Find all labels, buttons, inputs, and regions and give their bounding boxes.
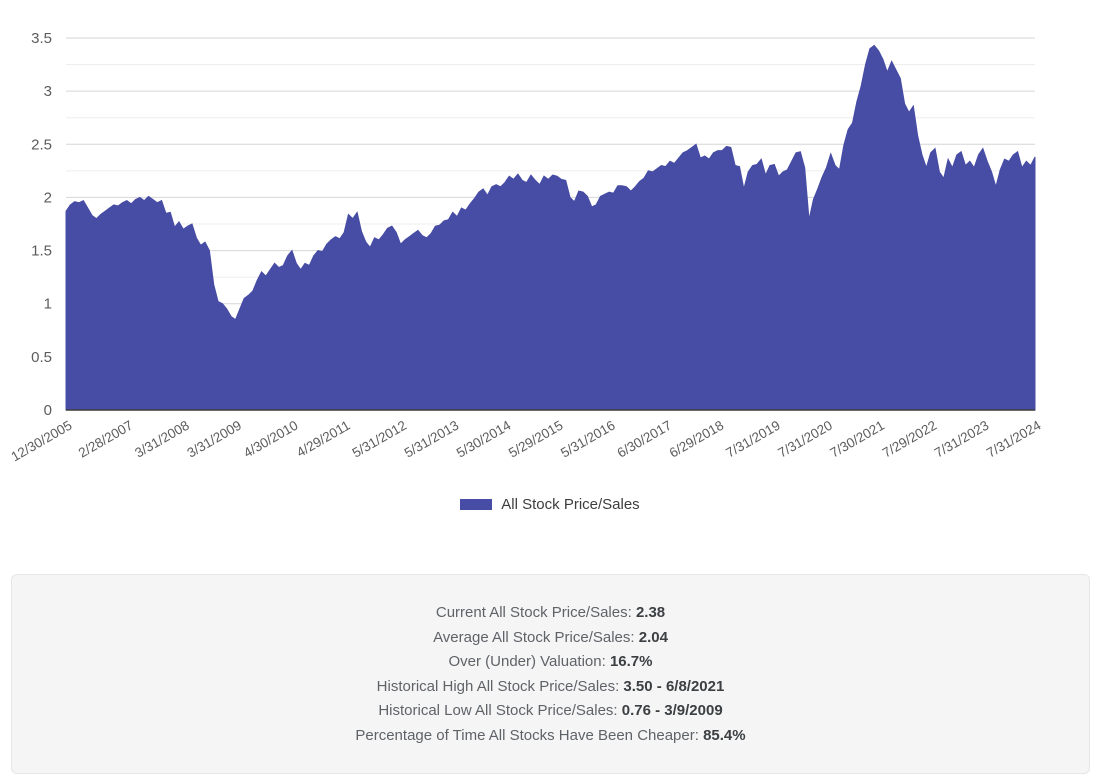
x-axis-label: 3/31/2009 bbox=[184, 418, 244, 461]
x-axis-label: 12/30/2005 bbox=[8, 418, 74, 465]
y-axis-label: 2 bbox=[44, 189, 52, 206]
x-axis-label: 3/31/2008 bbox=[132, 418, 192, 461]
y-axis-label: 0.5 bbox=[31, 349, 52, 366]
y-axis-label: 1.5 bbox=[31, 243, 52, 260]
y-axis-label: 3 bbox=[44, 83, 52, 100]
stat-row: Historical High All Stock Price/Sales: 3… bbox=[32, 675, 1069, 700]
stat-value: 0.76 - 3/9/2009 bbox=[621, 702, 723, 719]
stat-value: 2.38 bbox=[635, 604, 666, 621]
stat-label: Over (Under) Valuation: bbox=[448, 653, 610, 670]
stat-label: Current All Stock Price/Sales: bbox=[435, 604, 636, 621]
x-axis-label: 6/30/2017 bbox=[615, 418, 675, 461]
y-axis-label: 1 bbox=[44, 296, 52, 313]
x-axis-label: 4/30/2010 bbox=[241, 418, 301, 461]
x-axis-label: 5/29/2015 bbox=[506, 418, 566, 461]
stat-row: Current All Stock Price/Sales: 2.38 bbox=[32, 601, 1069, 626]
x-axis-label: 5/31/2013 bbox=[402, 418, 462, 461]
x-axis-label: 7/31/2020 bbox=[775, 418, 835, 461]
x-axis-label: 7/29/2022 bbox=[880, 418, 940, 461]
y-axis-label: 2.5 bbox=[31, 136, 52, 153]
price-sales-area-series[interactable] bbox=[65, 44, 1036, 411]
x-axis-label: 6/29/2018 bbox=[667, 418, 727, 461]
stat-value: 85.4% bbox=[703, 726, 746, 744]
y-axis-label: 3.5 bbox=[31, 30, 52, 47]
x-axis-label: 5/30/2014 bbox=[454, 417, 514, 460]
stat-row: Average All Stock Price/Sales: 2.04 bbox=[32, 626, 1069, 651]
price-sales-chart-section: 0 0.5 1 1.5 2 2.5 3 3.5 12/30/2005 2/28/2007 3/31/… bbox=[0, 0, 1100, 513]
chart-legend: All Stock Price/Sales bbox=[0, 495, 1100, 513]
x-axis-label: 7/30/2021 bbox=[828, 418, 888, 461]
stat-label: Historical Low All Stock Price/Sales: bbox=[378, 702, 622, 719]
stat-label: Percentage of Time All Stocks Have Been … bbox=[355, 726, 704, 744]
x-axis-label: 5/31/2012 bbox=[350, 418, 410, 461]
y-axis-label: 0 bbox=[44, 402, 52, 419]
stat-label: Historical High All Stock Price/Sales: bbox=[376, 677, 624, 695]
stat-row: Historical Low All Stock Price/Sales: 0.… bbox=[32, 699, 1069, 724]
x-axis-label: 7/31/2023 bbox=[932, 418, 992, 461]
stat-value: 16.7% bbox=[609, 653, 653, 670]
x-axis-label: 7/31/2019 bbox=[723, 418, 783, 461]
legend-label: All Stock Price/Sales bbox=[501, 495, 640, 513]
area-chart[interactable]: 00.511.522.533.512/30/2005 2/28/20073/31/… bbox=[0, 0, 1100, 478]
x-axis-label: 5/31/2016 bbox=[558, 418, 618, 461]
stat-value: 3.50 - 6/8/2021 bbox=[623, 677, 725, 695]
stat-label: Average All Stock Price/Sales: bbox=[433, 628, 639, 646]
x-axis-label: 7/31/2024 bbox=[984, 417, 1044, 460]
legend-swatch-icon bbox=[460, 498, 493, 510]
stat-row: Over (Under) Valuation: 16.7% bbox=[32, 650, 1069, 675]
x-axis-label: 2/28/2007 bbox=[76, 418, 136, 461]
x-axis-label: 4/29/2011 bbox=[294, 418, 353, 461]
valuation-stats-panel: Current All Stock Price/Sales: 2.38 Avera… bbox=[11, 574, 1090, 774]
stat-row: Percentage of Time All Stocks Have Been … bbox=[32, 724, 1069, 749]
stat-value: 2.04 bbox=[638, 628, 668, 646]
